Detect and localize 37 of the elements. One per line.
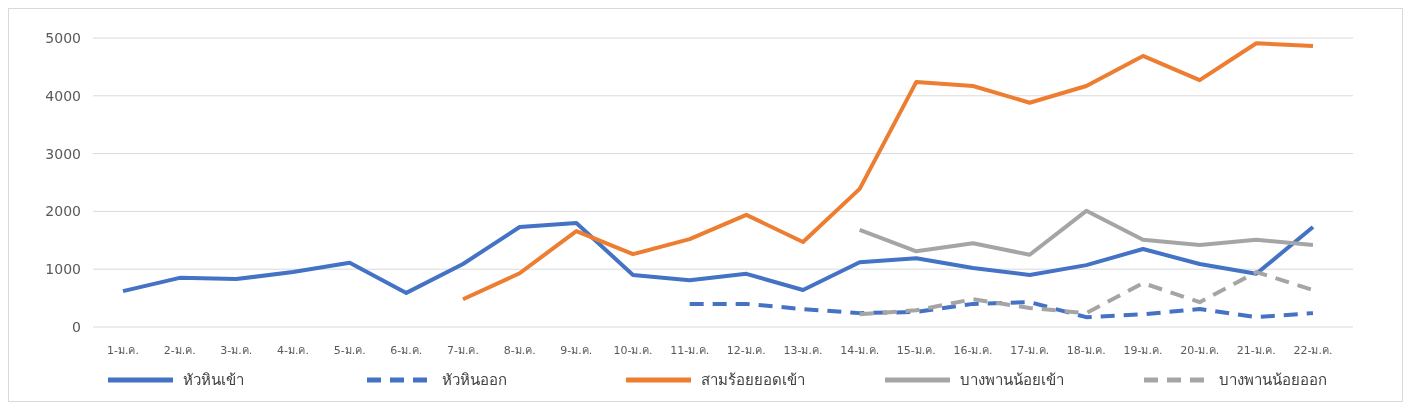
x-tick-label: 3-ม.ค. — [220, 344, 253, 357]
x-tick-label: 18-ม.ค. — [1066, 344, 1106, 357]
x-tick-label: 9-ม.ค. — [560, 344, 593, 357]
legend-label: บางพานน้อยเข้า — [960, 371, 1064, 390]
line-series — [461, 41, 1315, 302]
line-series — [121, 220, 1315, 295]
legend-label: บางพานน้อยออก — [1219, 371, 1327, 390]
x-tick-label: 22-ม.ค. — [1293, 344, 1333, 357]
x-tick-label: 20-ม.ค. — [1180, 344, 1220, 357]
x-tick-label: 17-ม.ค. — [1010, 344, 1050, 357]
x-tick-label: 13-ม.ค. — [783, 344, 823, 357]
y-tick-label: 0 — [72, 318, 81, 335]
legend-label: สามร้อยยอดเข้า — [701, 371, 805, 390]
legend-label: หัวหินออก — [442, 371, 507, 390]
x-tick-label: 2-ม.ค. — [163, 344, 196, 357]
x-tick-label: 16-ม.ค. — [953, 344, 993, 357]
y-tick-label: 3000 — [45, 145, 81, 162]
line-series — [857, 208, 1315, 257]
y-tick-label: 5000 — [45, 29, 81, 46]
x-tick-label: 5-ม.ค. — [333, 344, 366, 357]
line-series — [687, 300, 1315, 320]
y-tick-label: 4000 — [45, 87, 81, 104]
x-tick-label: 10-ม.ค. — [613, 344, 653, 357]
y-tick-label: 2000 — [45, 203, 81, 220]
y-tick-label: 1000 — [45, 261, 81, 278]
x-tick-label: 21-ม.ค. — [1236, 344, 1276, 357]
x-tick-label: 7-ม.ค. — [447, 344, 479, 357]
x-tick-label: 6-ม.ค. — [390, 344, 423, 357]
x-tick-label: 4-ม.ค. — [277, 344, 309, 357]
x-tick-label: 14-ม.ค. — [840, 344, 880, 357]
x-tick-label: 1-ม.ค. — [107, 344, 139, 357]
legend-label: หัวหินเข้า — [183, 371, 244, 390]
x-tick-label: 12-ม.ค. — [726, 344, 766, 357]
x-tick-label: 8-ม.ค. — [503, 344, 536, 357]
x-tick-label: 11-ม.ค. — [670, 344, 710, 357]
x-tick-label: 19-ม.ค. — [1123, 344, 1163, 357]
x-tick-label: 15-ม.ค. — [896, 344, 936, 357]
